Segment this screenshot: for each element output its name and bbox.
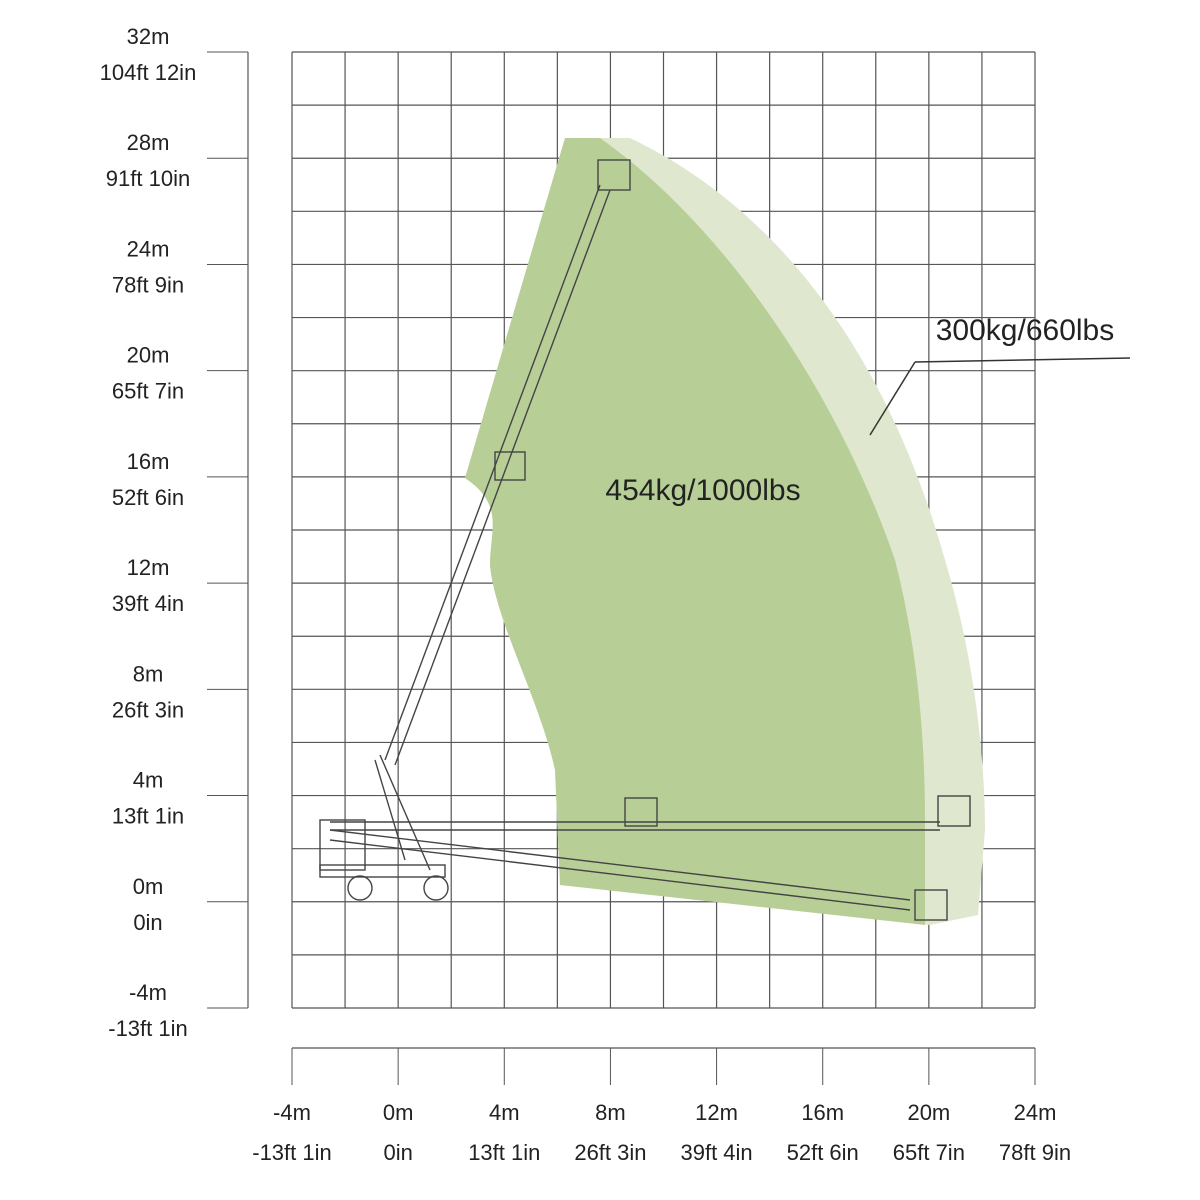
y-label: 26ft 3in	[112, 697, 184, 722]
y-label: 13ft 1in	[112, 804, 184, 829]
y-label: -13ft 1in	[108, 1016, 188, 1041]
x-label: 65ft 7in	[893, 1140, 965, 1165]
x-label: 0m	[383, 1100, 414, 1125]
x-label: 26ft 3in	[574, 1140, 646, 1165]
inner-zone-label: 454kg/1000lbs	[605, 474, 800, 507]
y-label: 16m	[127, 449, 170, 474]
x-label: -13ft 1in	[252, 1140, 332, 1165]
leader-line	[914, 357, 1131, 363]
x-label: -4m	[273, 1100, 311, 1125]
y-label: 4m	[133, 768, 164, 793]
y-label: 39ft 4in	[112, 591, 184, 616]
machine	[319, 159, 971, 921]
y-label: 28m	[127, 130, 170, 155]
y-label: 104ft 12in	[100, 60, 197, 85]
x-label: 78ft 9in	[999, 1140, 1071, 1165]
outer-zone-label: 300kg/660lbs	[936, 314, 1114, 347]
x-label: 20m	[907, 1100, 950, 1125]
x-label: 24m	[1014, 1100, 1057, 1125]
x-label: 8m	[595, 1100, 626, 1125]
y-label: 0m	[133, 874, 164, 899]
x-label: 16m	[801, 1100, 844, 1125]
y-label: 32m	[127, 24, 170, 49]
y-label: 78ft 9in	[112, 272, 184, 297]
y-label: 24m	[127, 236, 170, 261]
x-label: 52ft 6in	[787, 1140, 859, 1165]
y-label: 65ft 7in	[112, 379, 184, 404]
y-label: -4m	[129, 980, 167, 1005]
y-label: 91ft 10in	[106, 166, 190, 191]
x-label: 39ft 4in	[680, 1140, 752, 1165]
y-label: 0in	[133, 910, 162, 935]
x-label: 4m	[489, 1100, 520, 1125]
y-label: 52ft 6in	[112, 485, 184, 510]
y-label: 20m	[127, 343, 170, 368]
y-label: 12m	[127, 555, 170, 580]
inner-zone	[465, 138, 925, 925]
x-label: 13ft 1in	[468, 1140, 540, 1165]
axes: 32m 104ft 12in 28m 91ft 10in 24m 78ft 9in 20m 6…	[100, 24, 1071, 1165]
leader-line	[869, 361, 916, 436]
x-label: 0in	[383, 1140, 412, 1165]
y-label: 8m	[133, 661, 164, 686]
x-label: 12m	[695, 1100, 738, 1125]
